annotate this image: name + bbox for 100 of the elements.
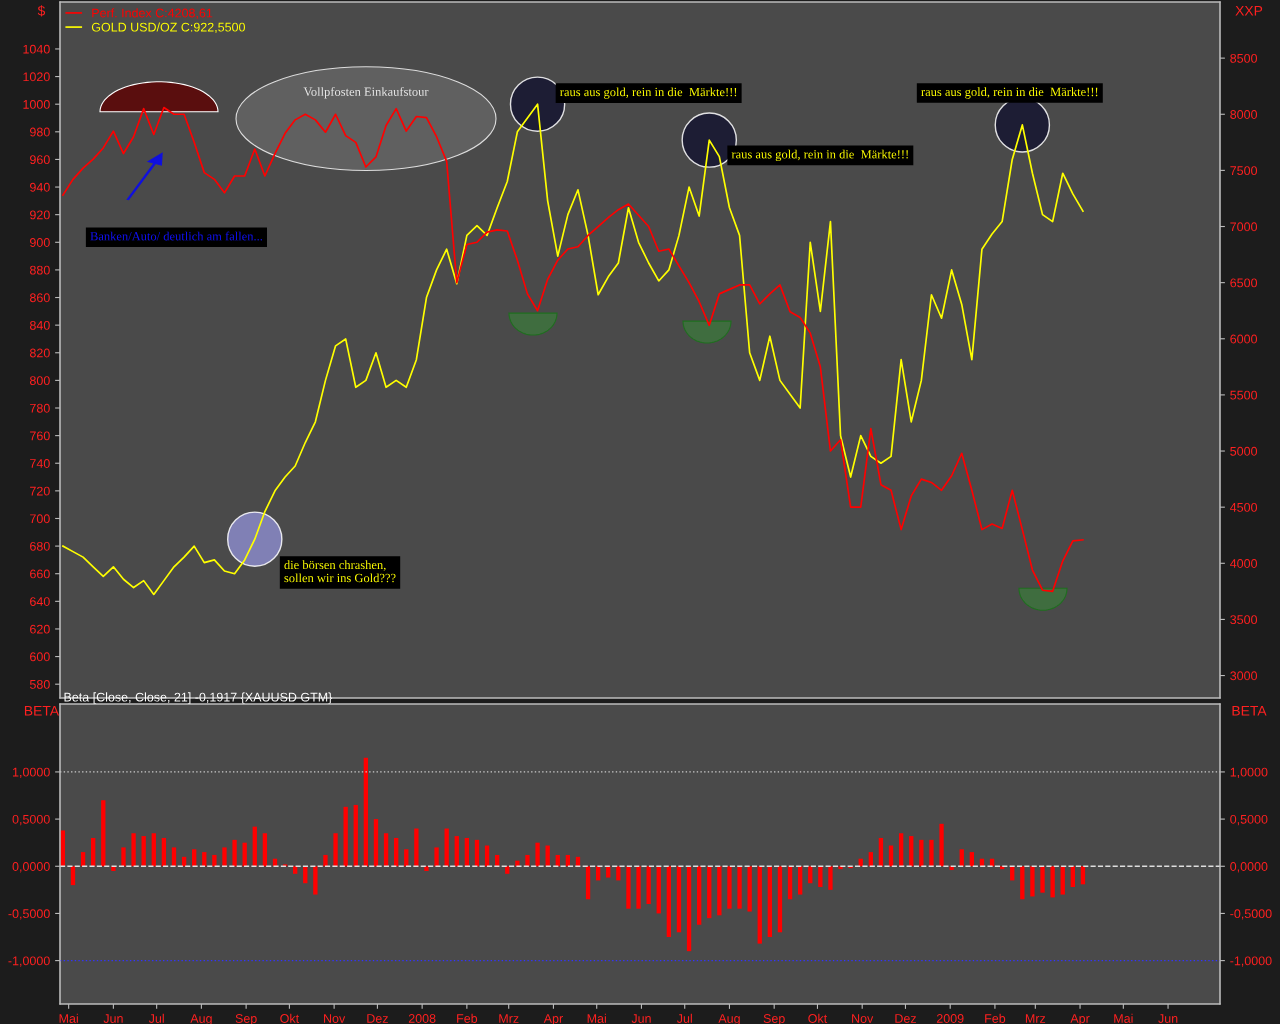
bar — [383, 833, 389, 867]
bar — [141, 836, 146, 867]
x-tick-label: 2009 — [936, 1014, 964, 1023]
bar — [293, 866, 298, 874]
bar — [1020, 866, 1025, 900]
x-tick-label: Okt — [280, 1013, 300, 1023]
bar — [60, 830, 66, 867]
bar — [343, 806, 348, 867]
bar — [212, 854, 217, 867]
bar — [404, 849, 409, 867]
bar — [353, 804, 358, 867]
y-tick-label: 660 — [30, 569, 50, 579]
y-tick-label: 800 — [29, 376, 50, 386]
bar — [505, 866, 510, 874]
bar — [898, 833, 904, 867]
bar — [171, 847, 177, 867]
bar — [91, 837, 96, 867]
y-tick-label: 700 — [30, 514, 50, 524]
y2-tick-label: 0,5000 — [1230, 814, 1268, 826]
bar — [434, 847, 439, 867]
y2-axis-title: BETA — [1232, 706, 1267, 716]
bar — [757, 866, 762, 944]
x-tick-label: Mrz — [1025, 1014, 1046, 1023]
bar — [878, 837, 884, 867]
y2-tick-label: 4500 — [1230, 502, 1258, 512]
legend-label: GOLD USD/OZ C:922,5500 — [91, 22, 245, 34]
x-tick-label: Mai — [59, 1013, 78, 1023]
y-tick-label: 880 — [29, 265, 50, 275]
bar — [1030, 866, 1035, 897]
bar — [252, 826, 257, 867]
bar — [474, 839, 480, 867]
x-tick-label: Nov — [852, 1014, 874, 1023]
y-tick-label: 940 — [30, 182, 50, 192]
bar — [131, 833, 136, 867]
x-tick-label: Okt — [808, 1013, 828, 1023]
x-tick-label: Jun — [1158, 1014, 1178, 1023]
y-tick-label: 900 — [30, 238, 50, 247]
x-tick-label: Jun — [103, 1014, 123, 1023]
bar — [262, 833, 268, 867]
bar — [767, 866, 773, 938]
annotation: Vollpfosten Einkaufstour — [303, 87, 429, 99]
x-tick-label: 2008 — [408, 1014, 436, 1023]
bar — [495, 854, 500, 867]
y-tick-label: 640 — [30, 597, 50, 606]
bar — [394, 837, 399, 867]
bar — [545, 845, 550, 867]
bar — [909, 836, 914, 867]
bar — [535, 842, 540, 867]
y2-tick-label: 8500 — [1230, 53, 1258, 63]
bar — [1080, 866, 1086, 885]
x-tick-label: Mrz — [499, 1014, 519, 1023]
bar — [80, 852, 86, 867]
bar — [242, 842, 247, 867]
y-tick-label: 0,5000 — [12, 814, 50, 826]
bar — [454, 836, 459, 867]
bar — [555, 854, 560, 867]
y-tick-label: 760 — [30, 431, 50, 441]
x-tick-label: Dez — [895, 1014, 916, 1023]
y-tick-label: 780 — [30, 403, 50, 413]
y-tick-label: 680 — [30, 541, 50, 551]
bar — [636, 866, 641, 909]
bar — [161, 837, 167, 867]
annotation: raus aus gold, rein in die Märkte!!! — [731, 149, 908, 162]
bar — [707, 866, 712, 919]
bar — [585, 866, 591, 900]
y2-tick-label: 5000 — [1230, 446, 1258, 456]
annotation: die börsen chrashen, sollen wir ins Gold??? — [284, 560, 396, 583]
y-tick-label: -1,0000 — [8, 956, 50, 967]
bar — [969, 852, 974, 867]
y-tick-label: 840 — [29, 320, 50, 330]
bar — [747, 866, 752, 912]
annotation: Banken/Auto/ deutlich am fallen... — [90, 231, 263, 241]
bar — [323, 854, 328, 867]
y-tick-label: 960 — [30, 155, 50, 165]
bar — [828, 866, 833, 890]
bar — [676, 866, 682, 933]
bar — [313, 866, 318, 895]
y-tick-label: 860 — [29, 293, 50, 303]
bar — [737, 866, 742, 909]
bar — [656, 866, 661, 914]
bar — [939, 823, 944, 867]
y2-tick-label: 4000 — [1230, 559, 1258, 568]
bar — [818, 866, 823, 888]
bar — [515, 860, 520, 867]
y2-tick-label: 5500 — [1230, 390, 1258, 400]
y2-axis-title: XXP — [1235, 5, 1263, 16]
bar — [929, 839, 934, 867]
x-tick-label: Dez — [367, 1014, 388, 1023]
bar — [777, 866, 783, 933]
bar — [1050, 866, 1055, 898]
y-tick-label: 1020 — [23, 72, 50, 82]
bar — [868, 852, 874, 867]
x-tick-label: Jul — [676, 1013, 692, 1023]
bar — [70, 866, 76, 886]
y2-tick-label: 3500 — [1230, 615, 1258, 625]
annotation: raus aus gold, rein in die Märkte!!! — [560, 87, 737, 99]
bar — [666, 866, 672, 938]
bar — [373, 819, 379, 867]
y-axis-title: $ — [37, 5, 46, 17]
bar — [696, 866, 702, 925]
